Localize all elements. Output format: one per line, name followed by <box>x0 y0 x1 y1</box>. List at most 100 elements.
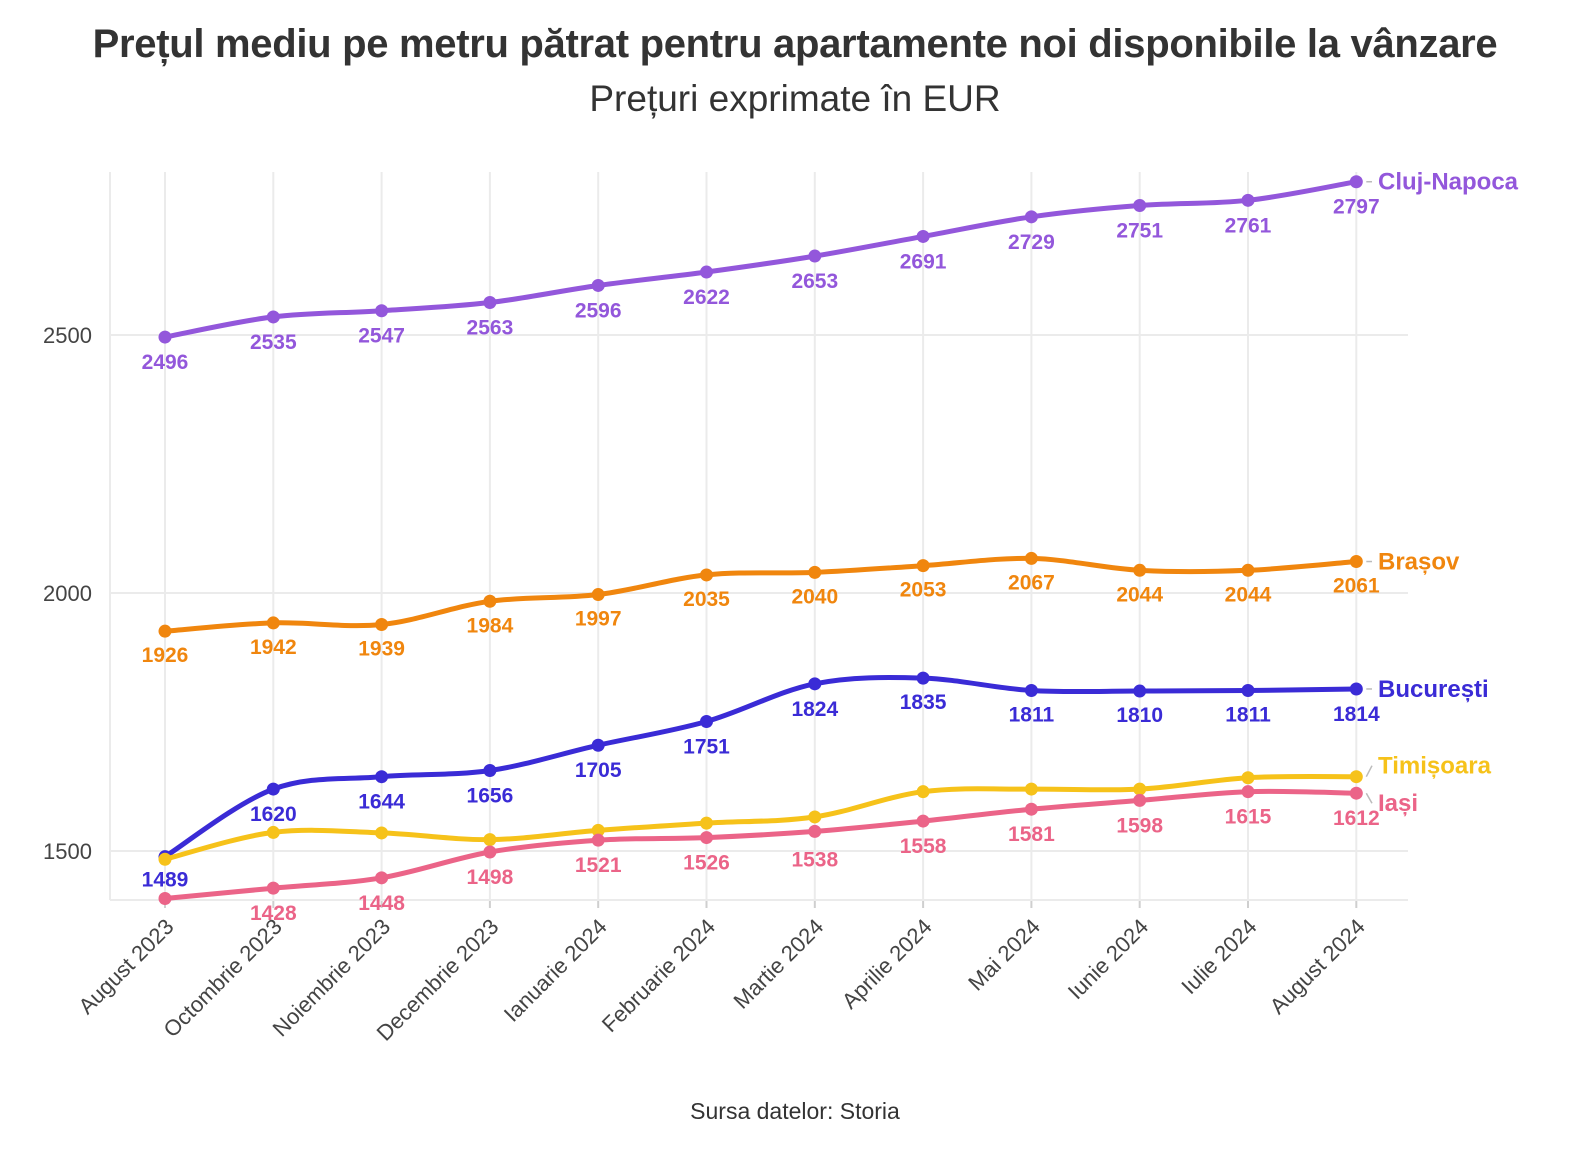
data-point-cluj-napoca <box>483 295 497 309</box>
data-point-cluj-napoca <box>266 310 280 324</box>
y-tick-label: 2500 <box>43 323 92 348</box>
data-label-cluj-napoca: 2751 <box>1116 219 1163 242</box>
data-label-bucuresti: 1705 <box>575 759 622 782</box>
data-point-timisoara <box>700 816 713 830</box>
data-point-brasov <box>266 616 280 630</box>
data-label-cluj-napoca: 2535 <box>250 331 297 354</box>
data-point-bucuresti <box>266 782 280 796</box>
data-point-iasi <box>808 824 822 838</box>
data-point-iasi <box>700 831 713 845</box>
data-label-bucuresti: 1644 <box>358 791 405 814</box>
data-label-iasi: 1428 <box>250 902 297 925</box>
series-line-brasov <box>162 555 1359 634</box>
data-point-iasi <box>1024 802 1038 816</box>
data-point-brasov <box>591 588 605 602</box>
data-label-bucuresti: 1656 <box>467 785 514 808</box>
x-tick-label: Aprilie 2024 <box>837 914 937 1014</box>
x-tick-label: Iulie 2024 <box>1176 914 1261 999</box>
data-label-bucuresti: 1489 <box>142 869 189 892</box>
data-point-brasov <box>916 559 930 573</box>
data-label-bucuresti: 1824 <box>791 698 838 721</box>
data-label-iasi: 1521 <box>575 854 622 877</box>
data-label-iasi: 1581 <box>1008 823 1055 846</box>
data-point-timisoara <box>808 810 822 824</box>
data-point-cluj-napoca <box>1241 193 1255 207</box>
data-label-iasi: 1448 <box>358 892 405 915</box>
series-label-brasov: Brașov <box>1378 549 1460 576</box>
data-label-brasov: 1942 <box>250 636 297 659</box>
data-label-cluj-napoca: 2547 <box>358 325 405 348</box>
series-lines <box>158 175 1363 905</box>
data-point-iasi <box>1349 786 1363 800</box>
data-labels: 2496 2535 2547 2563 2596 2622 2653 2691 2729 2751… <box>142 169 1519 925</box>
data-point-cluj-napoca <box>808 249 822 263</box>
data-point-bucuresti <box>591 738 605 752</box>
series-label-cluj-napoca: Cluj-Napoca <box>1378 169 1519 196</box>
series-label-bucuresti: București <box>1378 676 1489 703</box>
data-point-timisoara <box>1024 782 1038 796</box>
data-label-cluj-napoca: 2691 <box>900 250 947 273</box>
data-point-timisoara <box>1241 771 1255 785</box>
series-line-cluj-napoca <box>162 179 1359 340</box>
data-label-brasov: 2040 <box>791 585 838 608</box>
data-point-timisoara <box>1349 770 1363 784</box>
data-point-timisoara <box>483 833 497 847</box>
data-point-timisoara <box>916 785 930 799</box>
data-label-iasi: 1598 <box>1116 814 1163 837</box>
series-label-leader <box>1365 792 1373 804</box>
data-point-cluj-napoca <box>1133 198 1147 212</box>
data-label-cluj-napoca: 2797 <box>1333 196 1380 219</box>
data-point-timisoara <box>158 852 172 866</box>
data-label-brasov: 1939 <box>358 637 405 660</box>
chart-title: Prețul mediu pe metru pătrat pentru apar… <box>92 22 1498 66</box>
x-tick-label: Iunie 2024 <box>1063 914 1153 1004</box>
data-point-iasi <box>483 845 497 859</box>
data-label-iasi: 1558 <box>900 835 947 858</box>
data-label-cluj-napoca: 2622 <box>683 286 730 309</box>
data-label-brasov: 2061 <box>1333 575 1380 598</box>
data-point-bucuresti <box>375 770 389 784</box>
data-point-bucuresti <box>483 764 497 778</box>
data-point-brasov <box>700 568 713 582</box>
data-point-brasov <box>1133 563 1147 577</box>
chart-caption: Sursa datelor: Storia <box>690 1098 900 1124</box>
data-point-bucuresti <box>1241 684 1255 698</box>
data-point-iasi <box>591 833 605 847</box>
data-point-iasi <box>1241 785 1255 799</box>
data-label-brasov: 2053 <box>900 579 947 602</box>
series-line-iasi <box>162 788 1359 901</box>
series-line-bucuresti <box>162 674 1359 860</box>
data-point-timisoara <box>375 826 389 840</box>
data-point-timisoara <box>266 825 280 839</box>
grid-lines <box>109 172 1408 908</box>
x-tick-label: August 2023 <box>73 914 178 1019</box>
data-label-bucuresti: 1620 <box>250 803 297 826</box>
x-tick-label: Ianuarie 2024 <box>499 914 612 1027</box>
x-tick-label: Februarie 2024 <box>597 914 720 1037</box>
data-point-cluj-napoca <box>1024 210 1038 224</box>
data-point-cluj-napoca <box>916 229 930 243</box>
data-label-brasov: 2067 <box>1008 571 1055 594</box>
data-point-timisoara <box>1133 782 1147 796</box>
data-point-brasov <box>158 624 172 638</box>
data-label-bucuresti: 1811 <box>1225 704 1271 727</box>
data-label-cluj-napoca: 2653 <box>791 270 838 293</box>
data-point-iasi <box>916 814 930 828</box>
data-label-brasov: 2035 <box>683 588 730 611</box>
data-point-bucuresti <box>1024 684 1038 698</box>
data-point-iasi <box>158 891 172 905</box>
data-label-bucuresti: 1814 <box>1333 703 1380 726</box>
x-tick-label: Martie 2024 <box>729 914 829 1014</box>
data-label-bucuresti: 1751 <box>683 735 730 758</box>
data-point-bucuresti <box>1133 684 1147 698</box>
data-label-brasov: 1926 <box>142 644 189 667</box>
data-label-cluj-napoca: 2496 <box>142 351 189 374</box>
chart-subtitle: Prețuri exprimate în EUR <box>589 78 1001 119</box>
data-point-cluj-napoca <box>700 265 713 279</box>
data-point-brasov <box>375 617 389 631</box>
y-tick-label: 1500 <box>43 839 92 864</box>
data-label-bucuresti: 1835 <box>900 691 947 714</box>
data-point-bucuresti <box>700 714 713 728</box>
data-label-iasi: 1526 <box>683 852 730 875</box>
data-label-brasov: 1984 <box>467 614 514 637</box>
